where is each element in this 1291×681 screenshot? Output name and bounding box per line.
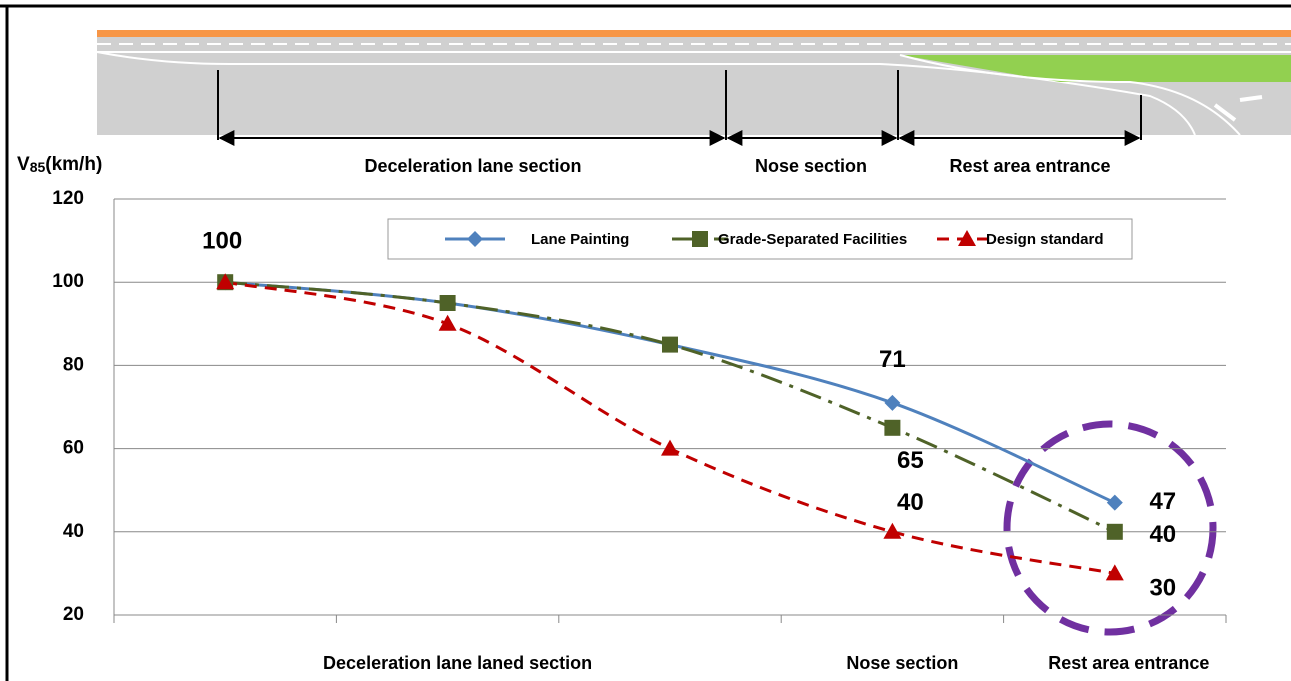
legend-label: Lane Painting [531,231,629,248]
section-label: Deceleration lane section [364,156,581,176]
chart: Deceleration lane section Nose section R… [0,0,1291,681]
data-label: 40 [897,489,924,516]
marker [1107,524,1123,540]
y-tick-label: 120 [52,188,84,209]
data-label: 71 [879,346,906,373]
marker [662,337,678,353]
series-line [225,282,1115,502]
marker [884,395,900,411]
data-label: 40 [1149,521,1176,548]
y-tick-label: 100 [52,271,84,292]
y-axis-label: V85(km/h) [17,154,102,175]
section-label: Rest area entrance [949,156,1110,176]
y-axis-label-part: V [17,154,30,175]
series-line [225,282,1115,573]
page: {"chart_data": { "type": "line", "diagra… [0,0,1291,681]
y-tick-label: 80 [63,354,84,375]
legend-marker [692,231,708,247]
y-tick-label: 40 [63,521,84,542]
data-label: 65 [897,447,924,474]
x-tick-label: Rest area entrance [1048,653,1209,673]
y-axis-label-part: (km/h) [45,154,102,175]
marker [884,420,900,436]
x-tick-label: Deceleration lane laned section [323,653,592,673]
legend-label: Grade-Separated Facilities [718,231,907,248]
marker [661,440,679,456]
data-label: 100 [202,228,242,255]
legend-label: Design standard [986,231,1104,248]
marker [1106,564,1124,580]
y-axis-label-part: 85 [30,159,46,175]
y-tick-label: 20 [63,604,84,625]
road-diagram [97,30,1291,135]
series-line [225,282,1115,532]
marker [883,523,901,539]
marker [1107,495,1123,511]
section-label: Nose section [755,156,867,176]
data-label: 47 [1149,488,1176,515]
y-tick-label: 60 [63,438,84,459]
marker [440,295,456,311]
data-label: 30 [1149,575,1176,602]
x-tick-label: Nose section [846,653,958,673]
